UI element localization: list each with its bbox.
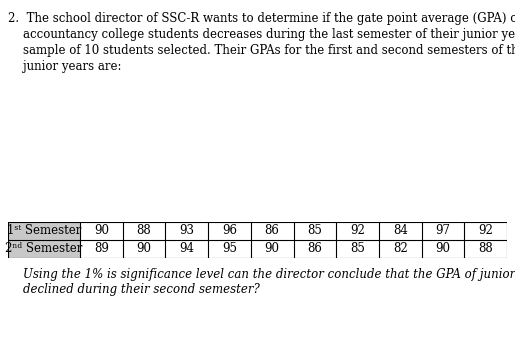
- Text: 93: 93: [179, 224, 194, 238]
- Bar: [8, 222, 80, 258]
- Text: Using the 1% is significance level can the director conclude that the GPA of jun: Using the 1% is significance level can t…: [8, 268, 515, 281]
- Text: declined during their second semester?: declined during their second semester?: [8, 283, 260, 296]
- Text: 89: 89: [94, 242, 109, 256]
- Text: 96: 96: [222, 224, 237, 238]
- Text: 2ⁿᵈ Semester: 2ⁿᵈ Semester: [5, 242, 83, 256]
- Text: 90: 90: [265, 242, 280, 256]
- Text: 90: 90: [436, 242, 451, 256]
- Text: 84: 84: [393, 224, 408, 238]
- Text: sample of 10 students selected. Their GPAs for the first and second semesters of: sample of 10 students selected. Their GP…: [8, 44, 515, 57]
- Text: 94: 94: [179, 242, 194, 256]
- Text: 92: 92: [478, 224, 493, 238]
- Text: 88: 88: [478, 242, 493, 256]
- Text: 1ˢᵗ Semester: 1ˢᵗ Semester: [7, 224, 81, 238]
- Text: 92: 92: [350, 224, 365, 238]
- Text: 90: 90: [136, 242, 151, 256]
- Text: 82: 82: [393, 242, 408, 256]
- Text: accountancy college students decreases during the last semester of their junior : accountancy college students decreases d…: [8, 28, 515, 41]
- Text: 95: 95: [222, 242, 237, 256]
- Text: junior years are:: junior years are:: [8, 60, 122, 73]
- Text: 90: 90: [94, 224, 109, 238]
- Text: 85: 85: [307, 224, 322, 238]
- Text: 2.  The school director of SSC-R wants to determine if the gate point average (G: 2. The school director of SSC-R wants to…: [8, 12, 515, 25]
- Text: 85: 85: [350, 242, 365, 256]
- Text: 88: 88: [136, 224, 151, 238]
- Text: 86: 86: [265, 224, 280, 238]
- Text: 86: 86: [307, 242, 322, 256]
- Text: 97: 97: [436, 224, 451, 238]
